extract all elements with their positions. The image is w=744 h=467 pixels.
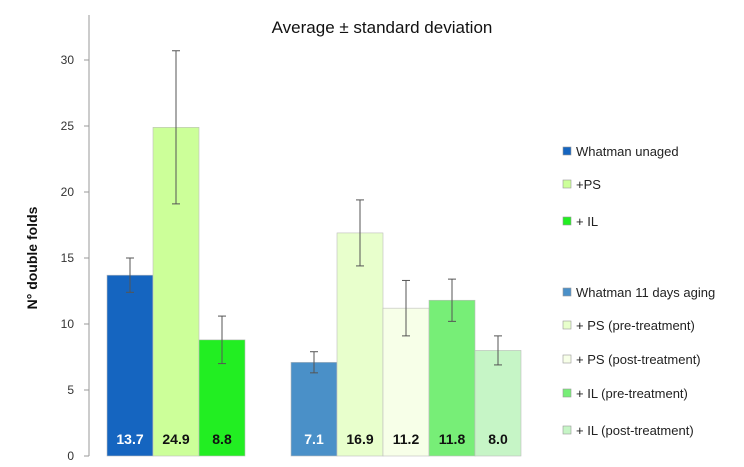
legend-label: Whatman 11 days aging [576, 285, 715, 300]
legend-swatch [562, 179, 572, 189]
legend-swatch [562, 320, 572, 330]
legend-swatch [562, 354, 572, 364]
y-tick-label: 30 [61, 53, 75, 67]
y-tick-label: 0 [67, 449, 74, 463]
y-tick-label: 25 [61, 119, 75, 133]
y-tick-label: 10 [61, 317, 75, 331]
bar [290, 361, 338, 457]
bar [336, 232, 384, 457]
legend-label: + PS (pre-treatment) [576, 318, 695, 333]
data-label: 8.8 [212, 431, 232, 447]
y-tick-label: 5 [67, 383, 74, 397]
y-tick-label: 15 [61, 251, 75, 265]
legend-label: Whatman unaged [576, 144, 679, 159]
bar [428, 299, 476, 457]
data-label: 7.1 [304, 431, 324, 447]
data-label: 16.9 [346, 431, 373, 447]
y-tick-label: 20 [61, 185, 75, 199]
legend-swatch [562, 287, 572, 297]
legend-swatch [562, 388, 572, 398]
legend-label: + IL (post-treatment) [576, 423, 694, 438]
y-axis-label: N° double folds [24, 206, 40, 309]
data-label: 8.0 [488, 431, 508, 447]
bar [106, 274, 154, 457]
legend-label: +PS [576, 177, 601, 192]
legend-label: + IL [576, 214, 598, 229]
data-label: 11.8 [439, 431, 466, 447]
legend: Whatman unaged +PS + IL Whatman 11 days agi… [562, 144, 715, 438]
bar [474, 350, 522, 457]
legend-swatch [562, 216, 572, 226]
legend-swatch [562, 146, 572, 156]
legend-swatch [562, 425, 572, 435]
legend-label: + IL (pre-treatment) [576, 386, 688, 401]
legend-label: + PS (post-treatment) [576, 352, 701, 367]
data-label: 24.9 [162, 431, 189, 447]
data-label: 13.7 [116, 431, 143, 447]
y-axis-ticks: 0 5 10 15 20 25 30 [61, 53, 89, 463]
bars: 13.7 24.9 8.8 7.1 16.9 11.2 11.8 8.0 [106, 50, 522, 457]
chart-title: Average ± standard deviation [272, 18, 493, 37]
data-label: 11.2 [393, 431, 420, 447]
